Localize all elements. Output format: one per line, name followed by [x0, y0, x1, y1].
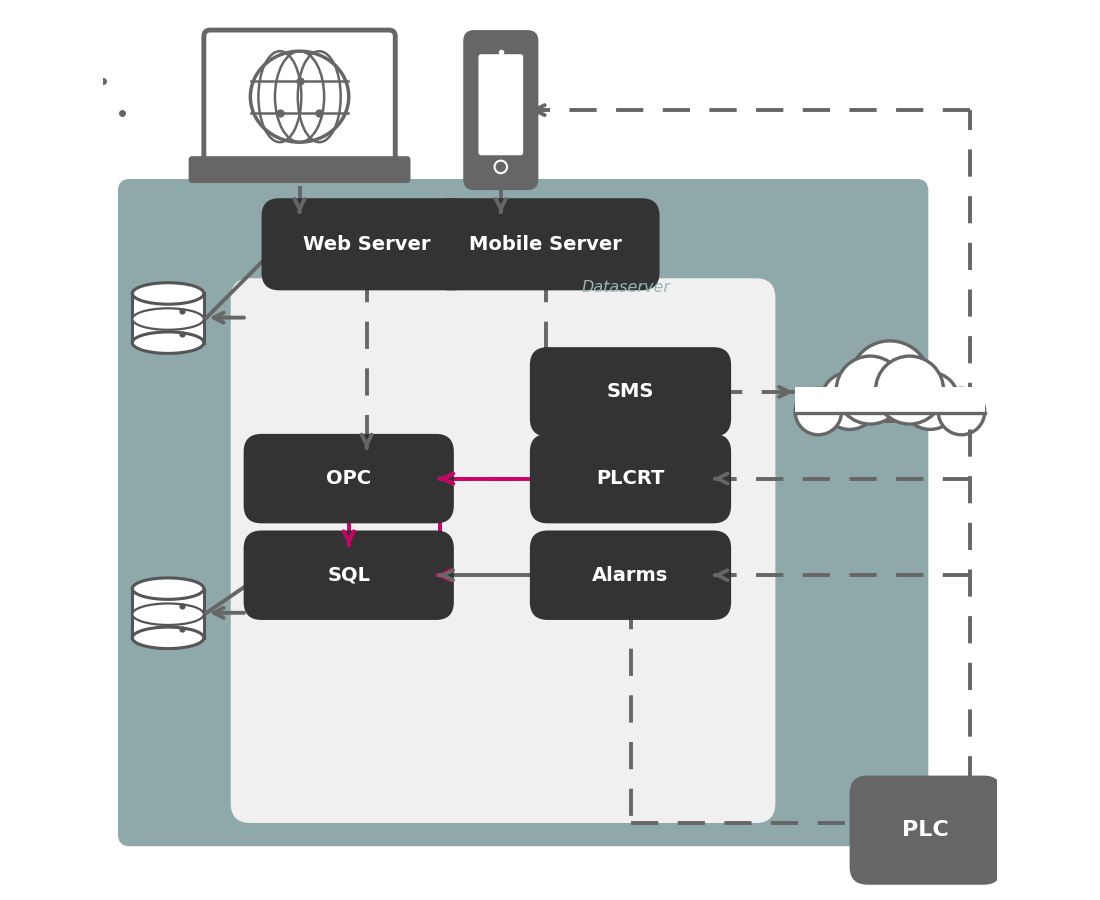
Text: Alarms: Alarms	[593, 566, 669, 585]
Ellipse shape	[132, 332, 204, 354]
Ellipse shape	[132, 283, 204, 304]
FancyBboxPatch shape	[530, 434, 732, 523]
FancyBboxPatch shape	[244, 434, 454, 523]
FancyBboxPatch shape	[244, 530, 454, 620]
FancyBboxPatch shape	[530, 347, 732, 436]
Circle shape	[836, 356, 904, 424]
Ellipse shape	[132, 309, 204, 329]
FancyBboxPatch shape	[530, 530, 732, 620]
Text: SQL: SQL	[328, 566, 371, 585]
FancyBboxPatch shape	[188, 157, 410, 183]
Circle shape	[849, 341, 931, 421]
FancyBboxPatch shape	[849, 776, 1002, 885]
Text: Mobile Server: Mobile Server	[469, 235, 621, 254]
FancyBboxPatch shape	[204, 30, 395, 172]
Polygon shape	[132, 293, 204, 343]
FancyBboxPatch shape	[118, 179, 928, 846]
Text: Web Server: Web Server	[302, 235, 430, 254]
Circle shape	[876, 356, 944, 424]
Ellipse shape	[132, 578, 204, 599]
Text: PLC: PLC	[902, 820, 949, 840]
Circle shape	[938, 388, 984, 435]
FancyBboxPatch shape	[262, 198, 472, 291]
FancyBboxPatch shape	[463, 30, 538, 190]
FancyBboxPatch shape	[431, 198, 660, 291]
Text: OPC: OPC	[327, 469, 372, 488]
Polygon shape	[132, 589, 204, 638]
Ellipse shape	[132, 604, 204, 625]
Text: SMS: SMS	[607, 382, 654, 401]
Circle shape	[795, 388, 842, 435]
FancyBboxPatch shape	[478, 54, 524, 156]
Circle shape	[902, 373, 959, 429]
Circle shape	[821, 373, 878, 429]
Polygon shape	[795, 387, 984, 413]
FancyBboxPatch shape	[231, 278, 776, 823]
Text: Dataserver: Dataserver	[582, 280, 671, 295]
Text: PLCRT: PLCRT	[596, 469, 664, 488]
Ellipse shape	[132, 627, 204, 649]
